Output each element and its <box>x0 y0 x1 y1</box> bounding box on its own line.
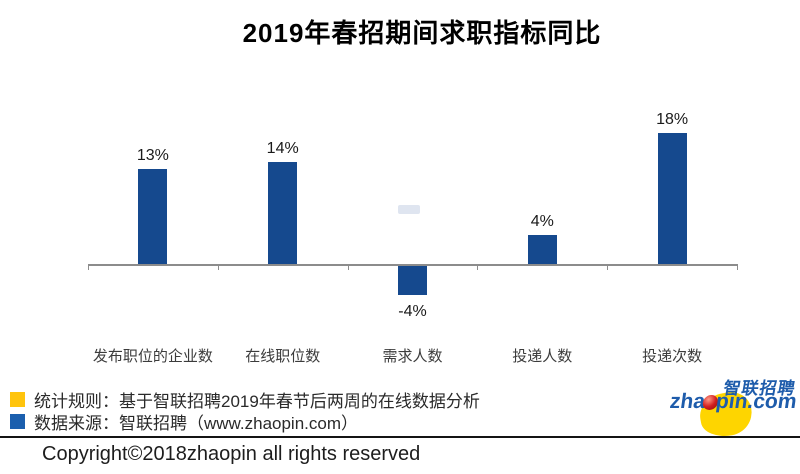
category-label: 需求人数 <box>382 348 443 365</box>
bar <box>527 234 557 264</box>
bar <box>657 132 687 264</box>
footnotes: 统计规则：基于智联招聘2019年春节后两周的在线数据分析 数据来源：智联招聘（w… <box>10 388 480 433</box>
chart-title: 2019年春招期间求职指标同比 <box>242 18 602 48</box>
axis-tick <box>477 264 478 270</box>
category-label: 在线职位数 <box>245 348 321 365</box>
bar-value-label: 18% <box>656 110 689 128</box>
category-label: 投递次数 <box>642 348 703 365</box>
bar <box>398 266 427 296</box>
bar-value-label: 14% <box>266 139 299 157</box>
note-stat-rule: 统计规则：基于智联招聘2019年春节后两周的在线数据分析 <box>10 388 480 411</box>
x-axis <box>88 264 737 266</box>
copyright-text: Copyright©2018zhaopin all rights reserve… <box>42 443 421 465</box>
zhaopin-logo: 智联招聘 zha pin.com <box>660 374 800 441</box>
bar-value-label: 4% <box>530 212 554 230</box>
logo-en-left: zha <box>668 390 707 413</box>
bar-value-label: -4% <box>398 303 427 321</box>
note-stat-rule-text: 统计规则：基于智联招聘2019年春节后两周的在线数据分析 <box>34 391 480 411</box>
bar <box>268 161 298 264</box>
yellow-swatch-icon <box>10 391 25 407</box>
note-data-source: 数据来源：智联招聘（www.zhaopin.com） <box>10 410 480 433</box>
category-label: 投递人数 <box>512 348 573 365</box>
blue-swatch-icon <box>10 413 25 429</box>
logo-en-right: pin.com <box>714 390 799 413</box>
category-label: 发布职位的企业数 <box>92 348 213 365</box>
footer-divider <box>0 436 800 438</box>
axis-tick <box>88 264 89 270</box>
logo-en-text: zha pin.com <box>668 390 798 414</box>
bar-value-label: 13% <box>136 147 169 165</box>
note-data-source-text: 数据来源：智联招聘（www.zhaopin.com） <box>34 413 359 433</box>
bar <box>138 169 168 264</box>
axis-tick <box>607 264 608 270</box>
watermark <box>398 205 420 214</box>
axis-tick <box>737 264 738 270</box>
axis-tick <box>218 264 219 270</box>
axis-tick <box>348 264 349 270</box>
